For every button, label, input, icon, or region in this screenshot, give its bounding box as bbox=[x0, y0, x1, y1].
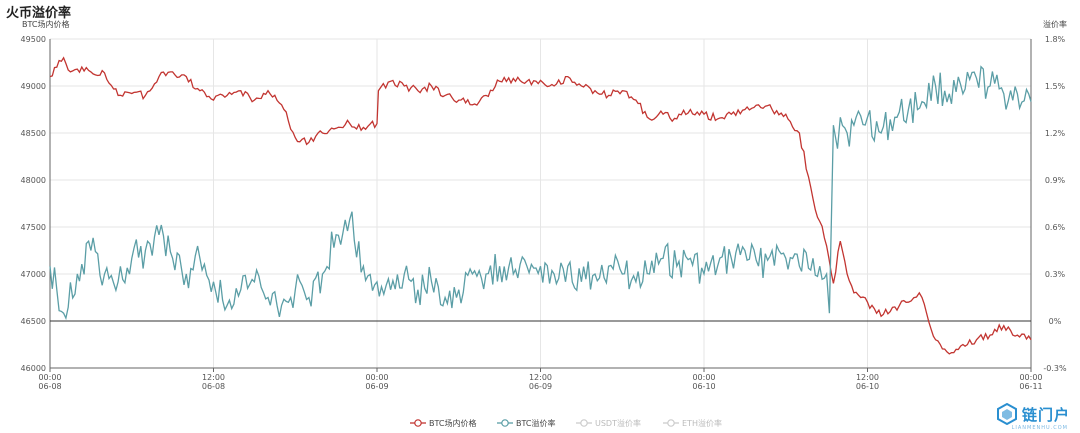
legend-label: BTC场内价格 bbox=[429, 418, 477, 428]
legend-item[interactable]: USDT溢价率 bbox=[576, 418, 641, 428]
legend-item[interactable]: BTC溢价率 bbox=[497, 418, 556, 428]
y-right-axis-label: 溢价率 bbox=[1043, 19, 1067, 29]
legend: BTC场内价格 BTC溢价率 USDT溢价率 ETH溢价率 bbox=[410, 418, 722, 428]
x-tick-date: 06-10 bbox=[692, 382, 715, 391]
y-right-tick-label: 1.5% bbox=[1045, 82, 1066, 91]
y-left-tick-label: 49500 bbox=[21, 35, 46, 44]
x-tick-date: 06-08 bbox=[38, 382, 61, 391]
x-tick-time: 00:00 bbox=[692, 373, 715, 382]
x-tick-date: 06-11 bbox=[1019, 382, 1042, 391]
legend-swatch-marker bbox=[414, 419, 422, 427]
legend-swatch-marker bbox=[580, 419, 588, 427]
x-tick-date: 06-09 bbox=[529, 382, 552, 391]
brand-name: 链门户 bbox=[1021, 405, 1070, 424]
y-left-axis-label: BTC场内价格 bbox=[22, 19, 70, 29]
axes: 49500 49000 48500 48000 47500 47000 46500 46000… bbox=[21, 19, 1067, 391]
legend-label: USDT溢价率 bbox=[595, 418, 641, 428]
brand-sub: LIANMENHU.COM bbox=[1011, 425, 1068, 431]
legend-item[interactable]: BTC场内价格 bbox=[410, 418, 477, 428]
y-left-tick-label: 49000 bbox=[21, 82, 46, 91]
brand-logo: 链门户 bbox=[996, 403, 1070, 425]
x-tick-time: 12:00 bbox=[202, 373, 225, 382]
x-tick-time: 12:00 bbox=[529, 373, 552, 382]
btc-premium-line bbox=[49, 65, 1032, 321]
x-tick-time: 00:00 bbox=[1019, 373, 1042, 382]
y-right-tick-label: -0.3% bbox=[1043, 364, 1067, 373]
y-left-tick-label: 46000 bbox=[21, 364, 46, 373]
chart-title: 火币溢价率 bbox=[6, 6, 72, 21]
y-right-tick-label: 0.9% bbox=[1045, 176, 1066, 185]
legend-item[interactable]: ETH溢价率 bbox=[663, 418, 722, 428]
x-tick-time: 00:00 bbox=[365, 373, 388, 382]
x-tick-date: 06-09 bbox=[365, 382, 388, 391]
series-lines bbox=[49, 56, 1032, 355]
y-left-tick-label: 48000 bbox=[21, 176, 46, 185]
y-right-tick-label: 1.8% bbox=[1045, 35, 1066, 44]
y-right-tick-label: 0.3% bbox=[1045, 270, 1066, 279]
x-tick-date: 06-10 bbox=[856, 382, 879, 391]
y-right-tick-label: 1.2% bbox=[1045, 129, 1066, 138]
x-tick-date: 06-08 bbox=[202, 382, 225, 391]
legend-swatch-marker bbox=[667, 419, 675, 427]
y-left-tick-label: 47000 bbox=[21, 270, 46, 279]
legend-swatch-marker bbox=[501, 419, 509, 427]
x-tick-time: 12:00 bbox=[856, 373, 879, 382]
y-left-tick-label: 47500 bbox=[21, 223, 46, 232]
chain-link-icon bbox=[996, 403, 1017, 425]
x-tick-time: 00:00 bbox=[38, 373, 61, 382]
y-right-tick-label: 0% bbox=[1049, 317, 1062, 326]
y-left-tick-label: 48500 bbox=[21, 129, 46, 138]
legend-label: ETH溢价率 bbox=[682, 418, 722, 428]
y-left-tick-label: 46500 bbox=[21, 317, 46, 326]
btc-price-line bbox=[49, 56, 1032, 355]
legend-label: BTC溢价率 bbox=[516, 418, 556, 428]
y-right-tick-label: 0.6% bbox=[1045, 223, 1066, 232]
